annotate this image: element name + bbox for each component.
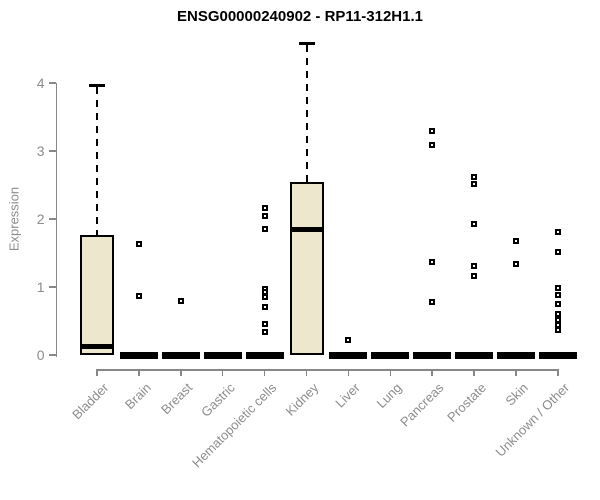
zero-bar [203, 351, 242, 359]
x-tick [515, 369, 517, 376]
outlier-point [135, 241, 142, 248]
outlier-point [554, 326, 561, 333]
y-tick-label: 3 [36, 143, 45, 159]
median-line [289, 227, 324, 233]
zero-bar [119, 351, 158, 359]
x-tick [389, 369, 392, 376]
outlier-point [513, 237, 519, 244]
x-tick-label: Liver [332, 380, 364, 411]
zero-bar [371, 351, 410, 359]
whisker-line [305, 44, 308, 183]
outlier-point [554, 311, 561, 318]
x-tick [180, 369, 182, 376]
y-tick-label: 0 [36, 347, 45, 363]
outlier-point [177, 298, 184, 305]
outlier-point [554, 228, 561, 235]
median-line [80, 343, 114, 349]
outlier-point [261, 213, 268, 220]
x-tick-label: Skin [502, 380, 531, 409]
outlier-point [429, 141, 436, 148]
outlier-point [429, 258, 436, 265]
chart-title: ENSG00000240902 - RP11-312H1.1 [176, 8, 423, 25]
y-tick [48, 218, 56, 220]
x-tick [305, 369, 308, 376]
outlier-point [471, 220, 478, 227]
zero-bar [245, 351, 284, 359]
x-tick-label: Bladder [69, 380, 112, 423]
x-tick-label: Lung [373, 380, 405, 412]
y-tick [48, 354, 56, 356]
zero-bar [413, 351, 452, 359]
outlier-point [261, 205, 268, 212]
outlier-point [261, 328, 268, 335]
x-tick [347, 369, 350, 376]
box-plot-box [80, 235, 114, 355]
outlier-point [261, 294, 268, 301]
whisker-cap [89, 84, 105, 88]
x-tick-label: Kidney [282, 380, 322, 419]
outlier-point [471, 273, 478, 280]
outlier-point [429, 298, 436, 305]
x-tick [138, 369, 140, 376]
x-tick-label: Unknown / Other [492, 380, 573, 460]
whisker-line [96, 87, 98, 236]
x-tick [431, 369, 433, 376]
outlier-point [471, 173, 478, 180]
x-tick [557, 369, 559, 376]
x-tick-label: Pancreas [397, 380, 447, 430]
outlier-point [261, 303, 268, 310]
whisker-cap [298, 41, 315, 45]
zero-bar [329, 351, 368, 359]
x-tick-label: Gastric [197, 380, 238, 420]
y-tick [48, 286, 56, 288]
y-axis-line [55, 83, 57, 357]
x-tick [473, 369, 475, 376]
outlier-point [513, 260, 519, 267]
outlier-point [261, 288, 268, 295]
x-tick-label: Brain [121, 380, 154, 413]
y-tick-label: 2 [36, 211, 45, 227]
x-tick [221, 369, 224, 376]
outlier-point [554, 249, 561, 256]
y-tick-label: 1 [36, 279, 45, 295]
outlier-point [554, 292, 561, 299]
y-tick [48, 82, 56, 84]
outlier-point [554, 284, 561, 291]
outlier-point [471, 181, 478, 188]
y-tick-label: 4 [36, 75, 45, 91]
x-tick [96, 369, 98, 376]
outlier-point [554, 301, 561, 307]
x-tick [263, 369, 266, 376]
outlier-point [345, 337, 352, 344]
x-axis-line [96, 369, 559, 371]
y-tick [48, 150, 56, 152]
x-tick-label: Prostate [443, 380, 489, 425]
outlier-point [261, 321, 268, 328]
outlier-point [135, 292, 142, 299]
x-tick-label: Breast [158, 380, 196, 418]
outlier-point [471, 262, 478, 269]
zero-bar [455, 351, 494, 359]
outlier-point [429, 128, 436, 135]
zero-bar [497, 351, 535, 359]
outlier-point [261, 226, 268, 233]
zero-bar [161, 351, 200, 359]
box-plot-box [289, 182, 324, 355]
zero-bar [538, 351, 577, 359]
